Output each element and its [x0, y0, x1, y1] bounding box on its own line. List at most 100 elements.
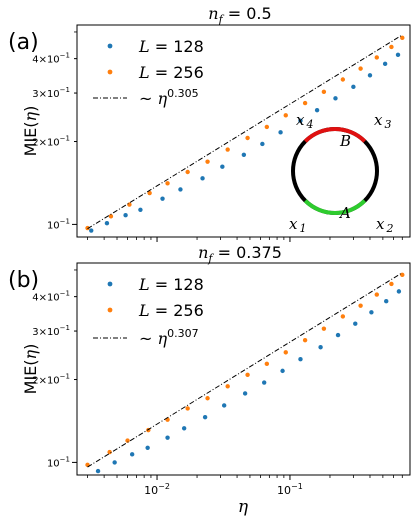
y-tick-label: 10−1	[47, 455, 70, 469]
point-l128	[335, 332, 341, 338]
point-l256	[125, 438, 130, 443]
y-tick-label: 10−1	[47, 217, 70, 231]
panel-a-plot: 10−12×10−13×10−14×10−1	[32, 31, 405, 242]
inset-label-b: B	[339, 132, 351, 150]
point-l256	[185, 169, 190, 175]
point-l256	[165, 181, 170, 186]
inset-label-a: A	[338, 204, 351, 222]
legend-label-l256: L = 256	[138, 63, 204, 82]
point-l256	[205, 159, 210, 164]
point-l256	[245, 372, 250, 378]
point-l128	[202, 414, 208, 420]
point-l128	[104, 221, 110, 226]
point-l256	[245, 135, 250, 141]
legend-marker-l256	[107, 69, 113, 75]
point-l128	[382, 61, 388, 67]
fit-line	[87, 34, 403, 230]
legend-marker-l256	[107, 307, 113, 313]
point-l128	[241, 152, 247, 157]
point-l256	[389, 44, 394, 50]
point-l256	[389, 281, 394, 287]
point-l256	[358, 303, 363, 308]
point-l128	[351, 84, 356, 90]
point-l128	[280, 368, 285, 374]
point-l256	[321, 89, 327, 95]
point-l256	[321, 326, 327, 331]
point-l256	[340, 77, 346, 82]
point-l128	[396, 289, 402, 294]
point-l128	[278, 130, 283, 135]
point-l128	[395, 52, 401, 58]
point-l256	[225, 147, 230, 152]
legend-label-fit: ~ η0.307	[139, 327, 199, 348]
point-l128	[242, 391, 248, 396]
point-l256	[374, 55, 379, 60]
point-l256	[302, 337, 308, 343]
point-l128	[138, 207, 143, 212]
inset-arc-a	[303, 199, 367, 215]
point-l128	[95, 468, 101, 474]
point-l128	[89, 228, 94, 233]
point-l256	[283, 350, 288, 355]
panel-b-y-axis-label: MIE(η)	[21, 344, 40, 395]
point-l256	[264, 361, 270, 367]
point-l128	[333, 96, 338, 101]
point-l256	[147, 190, 152, 196]
point-l256	[185, 406, 190, 411]
panel-b-legend: L = 128 L = 256 ~ η0.307	[93, 275, 204, 348]
inset-circle	[291, 127, 379, 215]
point-l128	[318, 345, 323, 350]
point-l256	[108, 214, 114, 219]
point-l128	[384, 299, 389, 304]
point-l256	[85, 225, 90, 231]
panel-a-tag: (a)	[8, 30, 39, 55]
x-tick-label: 10−2	[144, 482, 170, 497]
point-l256	[340, 314, 346, 319]
panel-b-frame	[76, 262, 411, 476]
x-axis-label: η	[238, 497, 249, 517]
legend-label-l256: L = 256	[138, 301, 204, 320]
point-l128	[112, 460, 117, 465]
point-l256	[283, 113, 288, 118]
point-l256	[400, 272, 405, 278]
point-l128	[123, 213, 128, 218]
point-l128	[369, 310, 374, 315]
y-tick-label: 3×10−1	[32, 86, 70, 100]
point-l128	[221, 403, 227, 408]
point-l128	[160, 196, 165, 201]
point-l128	[129, 452, 135, 457]
point-l128	[181, 426, 187, 431]
panel-b-title: nf = 0.375	[198, 243, 282, 265]
point-l128	[145, 445, 150, 450]
legend-marker-l128	[107, 43, 113, 49]
panel-a: nf = 0.5 10−12×10−13×10−14×10−1 (a) MIE(…	[8, 4, 411, 242]
point-l128	[260, 141, 265, 147]
point-l128	[367, 73, 373, 78]
point-l256	[358, 66, 363, 71]
point-l256	[225, 384, 230, 389]
point-l128	[314, 107, 320, 113]
point-l256	[374, 292, 379, 297]
panel-b: nf = 0.375 10−2 10−110−12×10−13×10−14×10−…	[8, 243, 411, 517]
fit-line	[87, 272, 403, 468]
y-tick-label: 3×10−1	[32, 324, 70, 338]
point-l128	[353, 321, 358, 326]
x-tick-label: 10−1	[277, 482, 303, 497]
point-l256	[264, 124, 270, 130]
point-l256	[205, 396, 210, 401]
panel-b-plot: 10−2 10−110−12×10−13×10−14×10−1	[32, 269, 405, 497]
legend-marker-l128	[107, 281, 113, 287]
panel-a-frame	[76, 24, 411, 238]
legend-label-fit: ~ η0.305	[139, 87, 199, 108]
panel-a-title: nf = 0.5	[208, 4, 271, 26]
panel-a-legend: L = 128 L = 256 ~ η0.305	[93, 37, 204, 108]
panel-b-tag: (b)	[8, 268, 39, 293]
panel-a-y-axis-label: MIE(η)	[21, 106, 40, 157]
point-l128	[220, 164, 225, 169]
point-l128	[165, 435, 170, 440]
